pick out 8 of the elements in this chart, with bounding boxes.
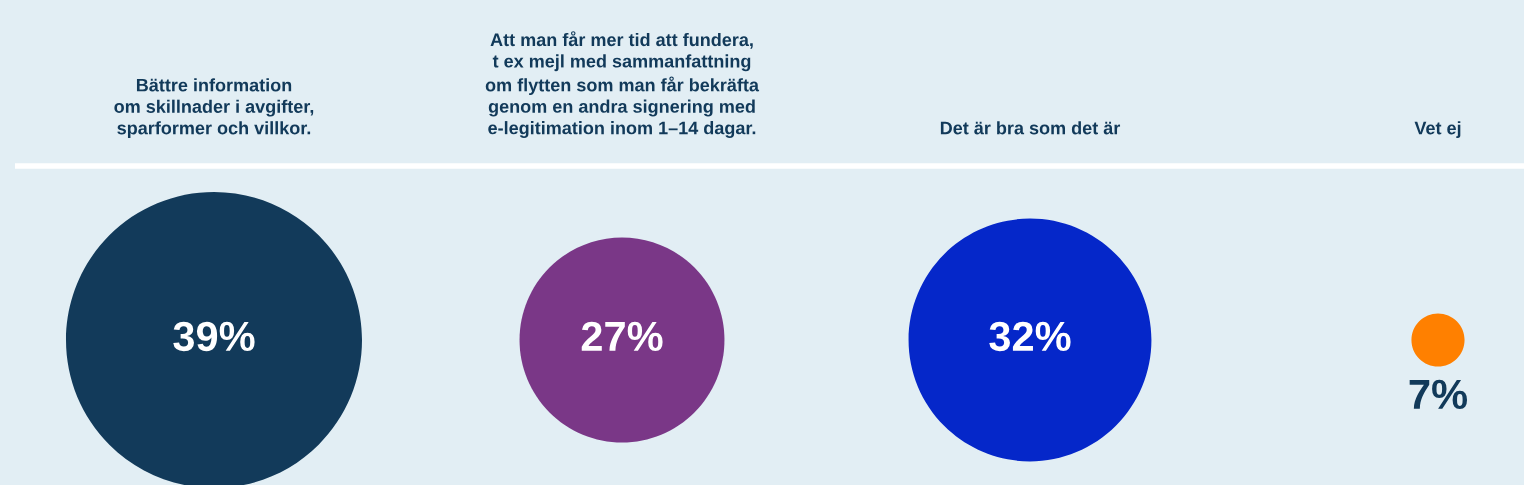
- category-label: Att man får mer tid att fundera, t ex mejl med sammanfattning om flytten som man får bekräfta genom en andra signering med e-legitimation inom 1–14 dagar.: [485, 31, 760, 138]
- data-label: 27%: [581, 321, 663, 352]
- category-label: Vet ej: [1414, 121, 1461, 138]
- data-label: 7%: [1409, 379, 1468, 410]
- category-label: Bättre information om skillnader i avgifter, sparformer och villkor.: [114, 78, 314, 138]
- data-label: 32%: [989, 321, 1071, 352]
- category-label: Det är bra som det är: [940, 121, 1121, 135]
- data-label: 39%: [173, 321, 255, 352]
